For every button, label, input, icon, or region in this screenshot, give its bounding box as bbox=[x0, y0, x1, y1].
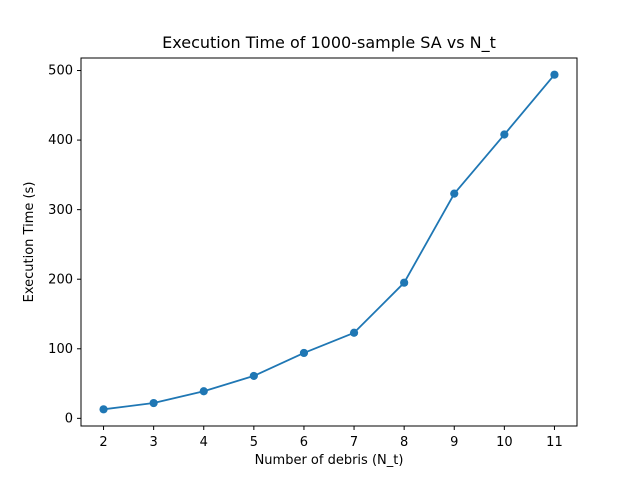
data-point bbox=[400, 278, 409, 287]
data-point bbox=[299, 348, 309, 358]
x-tick-label: 3 bbox=[150, 435, 158, 450]
x-tick-label: 4 bbox=[200, 435, 208, 450]
data-point bbox=[149, 398, 158, 408]
y-tick-label: 500 bbox=[48, 64, 73, 79]
x-tick-label: 10 bbox=[496, 435, 513, 450]
data-point bbox=[349, 328, 359, 337]
y-axis-label: Execution Time (s) bbox=[22, 182, 37, 303]
x-tick-label: 7 bbox=[350, 435, 358, 450]
data-point bbox=[199, 387, 208, 396]
x-tick-label: 2 bbox=[99, 435, 107, 450]
y-tick-label: 100 bbox=[48, 342, 73, 357]
y-tick-label: 300 bbox=[48, 203, 73, 218]
data-line bbox=[103, 74, 556, 411]
data-point bbox=[500, 130, 509, 139]
data-point bbox=[450, 189, 459, 198]
x-tick-label: 9 bbox=[450, 435, 458, 450]
y-tick-label: 200 bbox=[48, 272, 73, 287]
y-tick-label: 0 bbox=[65, 412, 73, 427]
x-tick-label: 8 bbox=[400, 435, 408, 450]
x-tick-label: 11 bbox=[546, 435, 563, 450]
data-point bbox=[99, 405, 108, 414]
plot-frame bbox=[80, 57, 578, 427]
chart-title: Execution Time of 1000-sample SA vs N_t bbox=[162, 33, 496, 53]
data-point bbox=[550, 70, 559, 79]
data-point bbox=[249, 371, 258, 381]
x-axis-ticks: 2 3 4 5 6 7 8 9 10 11 bbox=[99, 426, 563, 450]
x-tick-label: 6 bbox=[300, 435, 308, 450]
data-series bbox=[99, 70, 559, 414]
y-axis-ticks: 0 100 200 300 400 500 bbox=[48, 64, 81, 427]
x-axis-label: Number of debris (N_t) bbox=[255, 453, 404, 468]
x-tick-label: 5 bbox=[250, 435, 258, 450]
y-tick-label: 400 bbox=[48, 133, 73, 148]
